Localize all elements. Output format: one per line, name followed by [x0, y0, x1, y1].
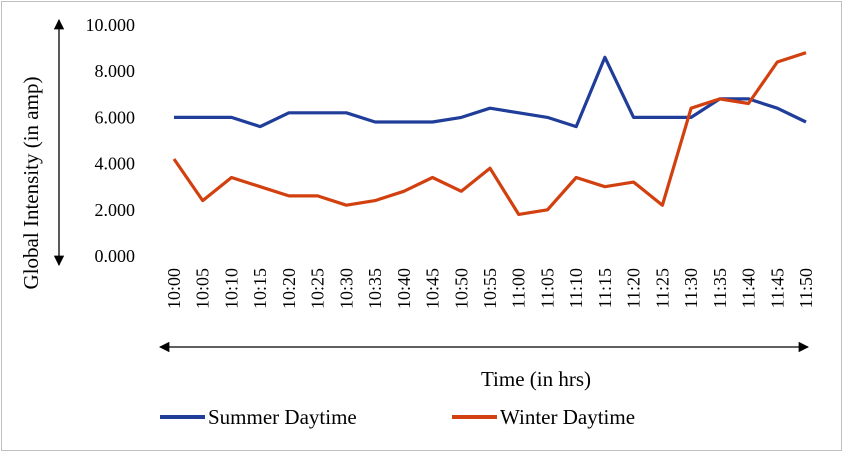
x-tick-label: 11:45: [767, 268, 787, 308]
y-tick-label: 10.000: [86, 15, 136, 35]
y-tick-label: 4.000: [95, 154, 136, 174]
legend-label-winter: Winter Daytime: [500, 405, 635, 429]
legend-label-summer: Summer Daytime: [208, 405, 357, 429]
x-tick-label: 10:20: [279, 268, 299, 309]
series-line-summer: [174, 55, 807, 129]
x-tick-label: 10:35: [365, 268, 385, 309]
series-line-winter: [172, 51, 807, 216]
x-tick-label: 10:00: [164, 268, 184, 309]
x-tick-label: 10:55: [480, 268, 500, 309]
legend: Summer Daytime Winter Daytime: [160, 405, 635, 429]
y-tick-label: 6.000: [95, 107, 136, 127]
y-tick-label: 0.000: [95, 246, 136, 266]
y-tick-label: 8.000: [95, 61, 136, 81]
x-tick-label: 11:15: [595, 268, 615, 308]
x-tick-label: 11:00: [509, 268, 529, 308]
x-tick-label: 11:30: [681, 268, 701, 308]
y-axis-label: Global Intensity (in amp): [19, 77, 43, 290]
x-tick-label: 11:50: [796, 268, 816, 308]
x-tick-label: 11:40: [739, 268, 759, 308]
x-tick-label: 10:45: [423, 268, 443, 309]
x-tick-label: 10:30: [336, 268, 356, 309]
y-tick-label: 2.000: [95, 200, 136, 220]
x-tick-label: 10:25: [308, 268, 328, 309]
x-tick-label: 11:25: [652, 268, 672, 308]
x-tick-label: 10:40: [394, 268, 414, 309]
x-tick-label: 11:10: [566, 268, 586, 308]
x-tick-label: 10:10: [221, 268, 241, 309]
x-tick-label: 11:05: [537, 268, 557, 308]
x-axis-label: Time (in hrs): [481, 367, 591, 391]
x-tick-label: 10:05: [193, 268, 213, 309]
x-tick-label: 11:20: [624, 268, 644, 308]
x-tick-label: 11:35: [710, 268, 730, 308]
x-tick-label: 10:15: [250, 268, 270, 309]
x-tick-label: 10:50: [451, 268, 471, 309]
